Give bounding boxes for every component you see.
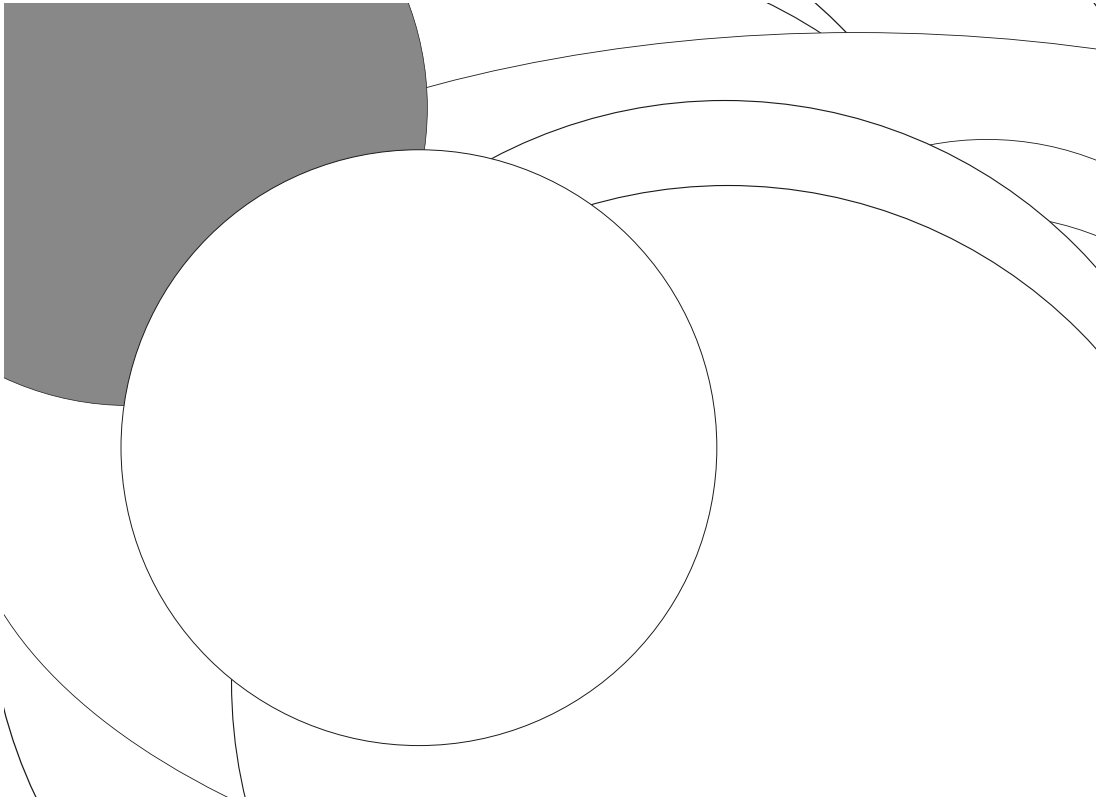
Text: 6: 6 [258, 362, 266, 374]
Text: 2: 2 [725, 297, 733, 310]
Polygon shape [397, 495, 648, 555]
Polygon shape [541, 454, 559, 465]
Text: 12: 12 [278, 300, 294, 313]
Circle shape [54, 0, 1046, 800]
Ellipse shape [125, 163, 153, 176]
Text: 19: 19 [1062, 457, 1076, 470]
Polygon shape [473, 458, 495, 473]
Polygon shape [397, 475, 679, 495]
Polygon shape [670, 408, 1036, 523]
Text: 23: 23 [685, 604, 700, 617]
Circle shape [202, 0, 1100, 800]
Ellipse shape [422, 0, 1100, 800]
Bar [165, 51, 202, 58]
Circle shape [121, 150, 717, 746]
Circle shape [231, 186, 1100, 800]
Circle shape [0, 88, 981, 800]
Ellipse shape [218, 162, 230, 168]
Text: 10: 10 [446, 461, 461, 474]
Text: 5: 5 [535, 30, 542, 43]
Polygon shape [326, 309, 697, 341]
Text: 8: 8 [273, 381, 280, 394]
Bar [522, 499, 611, 547]
Circle shape [0, 0, 1014, 800]
Text: 9: 9 [556, 186, 563, 198]
Ellipse shape [133, 166, 146, 173]
Text: 21: 21 [769, 611, 783, 624]
Text: 3: 3 [659, 139, 667, 152]
Bar [342, 352, 452, 420]
Text: 8: 8 [384, 225, 392, 238]
Ellipse shape [0, 33, 1100, 800]
Text: 1: 1 [708, 199, 716, 212]
Bar [473, 352, 572, 420]
Circle shape [414, 139, 1010, 735]
Text: 16: 16 [345, 707, 361, 720]
Text: 22: 22 [1047, 523, 1062, 536]
Polygon shape [397, 241, 594, 305]
Bar [58, 10, 255, 194]
Text: a passion for parts since 1985: a passion for parts since 1985 [69, 404, 493, 581]
Circle shape [130, 0, 1100, 642]
Text: 18: 18 [639, 578, 654, 591]
Text: euro: euro [113, 183, 571, 482]
Text: 4: 4 [535, 18, 542, 31]
Ellipse shape [211, 159, 236, 171]
Circle shape [184, 0, 978, 450]
Text: 9: 9 [273, 391, 280, 404]
Text: 17: 17 [362, 478, 377, 491]
Text: 26: 26 [843, 699, 858, 712]
Text: 11: 11 [453, 300, 469, 313]
Text: 15: 15 [441, 578, 456, 591]
Circle shape [229, 101, 1100, 800]
Text: 20: 20 [769, 590, 783, 603]
Text: 13: 13 [286, 634, 301, 647]
Bar [692, 438, 1003, 518]
Text: 21: 21 [1062, 436, 1076, 450]
Polygon shape [648, 475, 679, 555]
Circle shape [689, 215, 1100, 800]
Polygon shape [801, 674, 911, 694]
Text: 10: 10 [574, 447, 589, 461]
Text: 25: 25 [695, 686, 711, 699]
Polygon shape [659, 309, 697, 436]
Circle shape [689, 139, 1100, 735]
Circle shape [0, 0, 428, 406]
Bar [414, 499, 501, 547]
Polygon shape [403, 226, 594, 241]
Polygon shape [697, 408, 1036, 432]
Text: 24: 24 [684, 584, 700, 597]
Circle shape [0, 0, 981, 800]
Circle shape [414, 215, 1010, 800]
Polygon shape [708, 602, 752, 626]
Polygon shape [97, 51, 253, 166]
Text: 7: 7 [506, 469, 514, 482]
Text: 20: 20 [1062, 426, 1076, 438]
Polygon shape [326, 341, 659, 436]
Text: 14: 14 [376, 441, 392, 454]
Text: 7: 7 [273, 371, 280, 384]
